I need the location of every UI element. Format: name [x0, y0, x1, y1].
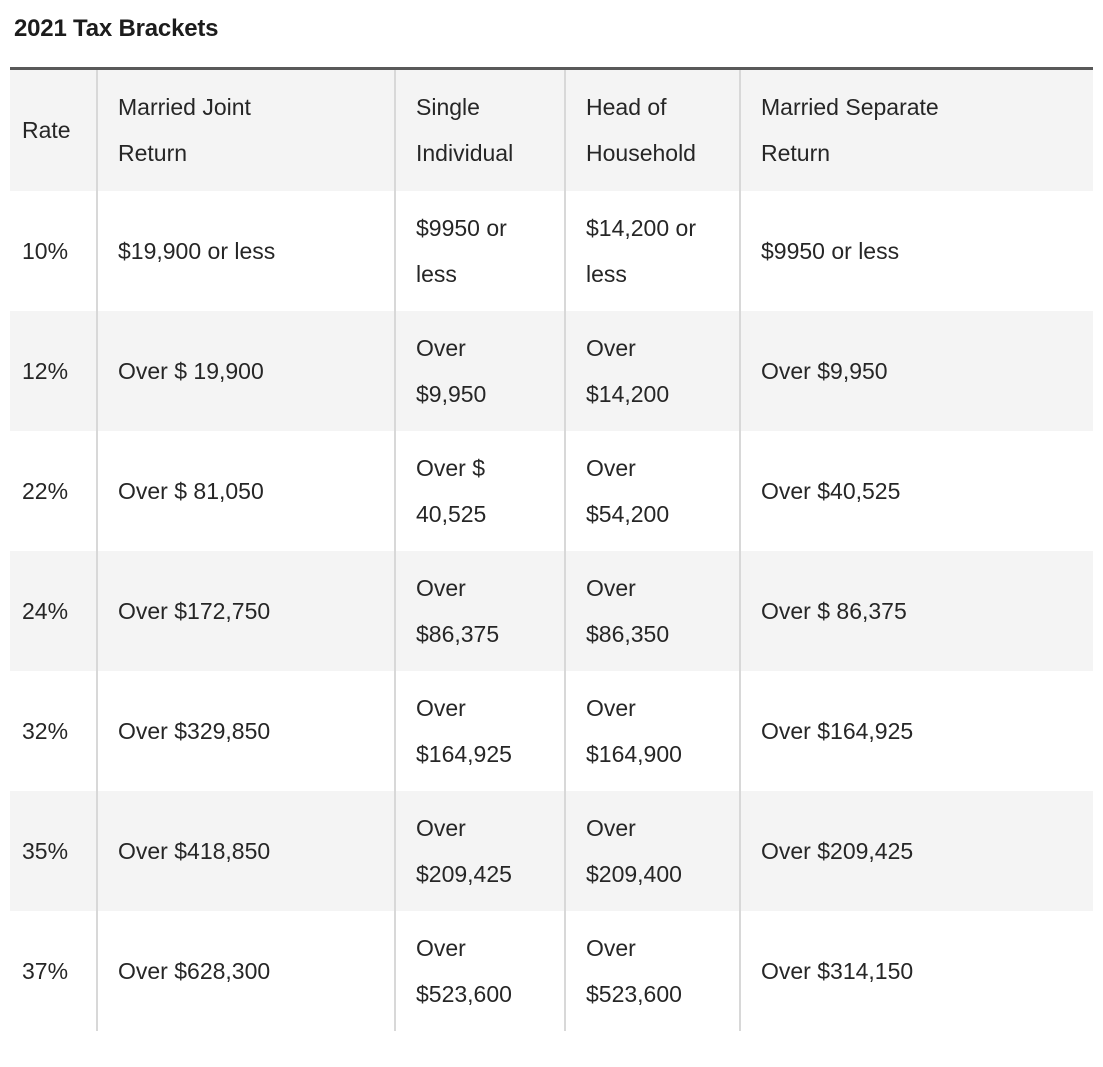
- cell-married-separate: Over $40,525: [739, 430, 1093, 551]
- tax-brackets-table: Rate Married Joint Return Single Individ…: [10, 67, 1093, 1031]
- cell-rate: 37%: [22, 957, 69, 984]
- cell-single: Over $523,600: [394, 910, 565, 1031]
- cell-head-of-household: $14,200 or less: [564, 190, 740, 311]
- cell-head-of-household: Over $164,900: [564, 670, 740, 791]
- cell-single: Over $ 40,525: [394, 430, 565, 551]
- header-row: Rate Married Joint Return Single Individ…: [10, 68, 1093, 191]
- cell-married-separate: Over $209,425: [739, 790, 1093, 911]
- table-header: Rate Married Joint Return Single Individ…: [10, 68, 1093, 191]
- column-header-married-separate-return: Married Separate Return: [739, 68, 1093, 191]
- cell-rate: 24%: [10, 550, 97, 671]
- table-row: 37% Over $628,300 Over $523,600 Over $52…: [10, 910, 1093, 1031]
- cell-head-of-household: Over $523,600: [564, 910, 740, 1031]
- table-row: 24% Over $172,750 Over $86,375 Over $86,…: [10, 550, 1093, 671]
- table-body: 10% $19,900 or less $9950 or less $14,20…: [10, 190, 1093, 1031]
- cell-rate: 12%: [10, 310, 97, 431]
- cell-head-of-household: Over $14,200: [564, 310, 740, 431]
- table-row: 22% Over $ 81,050 Over $ 40,525 Over $54…: [10, 430, 1093, 551]
- column-header-head-of-household: Head of Household: [564, 68, 740, 191]
- cell-married-joint: Over $ 81,050: [96, 430, 395, 551]
- cell-single: Over $209,425: [394, 790, 565, 911]
- cell-married-separate: Over $314,150: [739, 910, 1093, 1031]
- page-title: 2021 Tax Brackets: [14, 15, 219, 42]
- table-row: 10% $19,900 or less $9950 or less $14,20…: [10, 190, 1093, 311]
- column-header-rate: Rate: [10, 68, 97, 191]
- table-row: 12% Over $ 19,900 Over $9,950 Over $14,2…: [10, 310, 1093, 431]
- cell-married-joint: Over $172,750: [96, 550, 395, 671]
- cell-single: $9950 or less: [394, 190, 565, 311]
- cell-married-joint: Over $628,300: [96, 910, 395, 1031]
- cell-rate: 10%: [22, 237, 69, 264]
- cell-married-joint: Over $ 19,900: [96, 310, 395, 431]
- cell-single: Over $86,375: [394, 550, 565, 671]
- cell-married-separate: Over $ 86,375: [739, 550, 1093, 671]
- cell-head-of-household: Over $86,350: [564, 550, 740, 671]
- column-header-married-joint-return: Married Joint Return: [96, 68, 395, 191]
- cell-rate: 32%: [22, 717, 69, 744]
- cell-married-separate: Over $9,950: [739, 310, 1093, 431]
- cell-single: Over $9,950: [394, 310, 565, 431]
- column-header-single-individual: Single Individual: [394, 68, 565, 191]
- cell-head-of-household: Over $54,200: [564, 430, 740, 551]
- cell-married-joint: $19,900 or less: [96, 190, 395, 311]
- cell-rate: 35%: [10, 790, 97, 911]
- cell-married-separate: Over $164,925: [739, 670, 1093, 791]
- table-row: 35% Over $418,850 Over $209,425 Over $20…: [10, 790, 1093, 911]
- cell-rate: 22%: [22, 477, 69, 504]
- table-row: 32% Over $329,850 Over $164,925 Over $16…: [10, 670, 1093, 791]
- cell-married-separate: $9950 or less: [739, 190, 1093, 311]
- cell-head-of-household: Over $209,400: [564, 790, 740, 911]
- cell-single: Over $164,925: [394, 670, 565, 791]
- cell-married-joint: Over $329,850: [96, 670, 395, 791]
- cell-married-joint: Over $418,850: [96, 790, 395, 911]
